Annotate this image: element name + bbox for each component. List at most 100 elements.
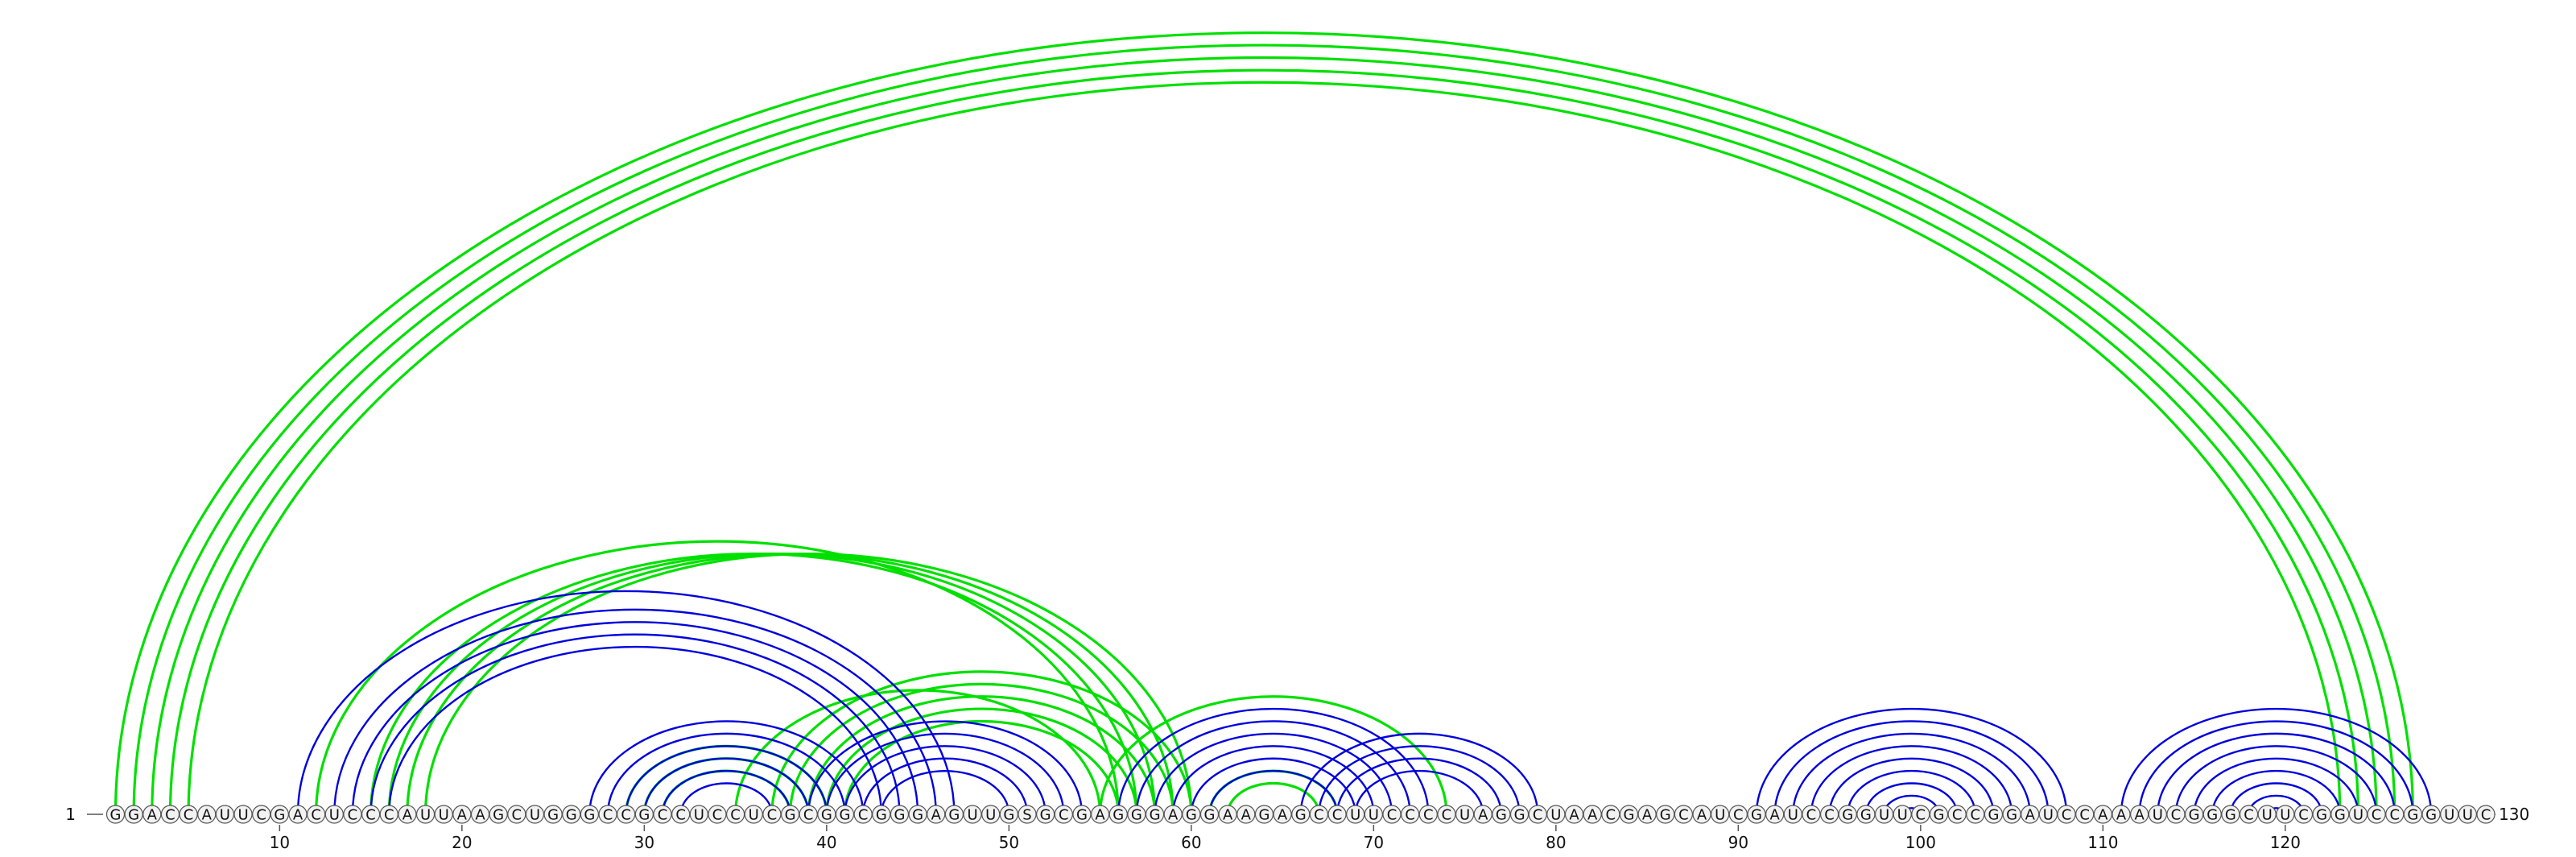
nucleotide-circle-19 [434, 805, 453, 824]
nucleotide-circle-65 [1273, 805, 1292, 824]
nucleotide-circle-111 [2112, 805, 2131, 824]
blue-arc-117-122 [2229, 782, 2323, 815]
nucleotide-letter-60: G [1186, 807, 1197, 824]
nucleotide-letter-109: C [2079, 807, 2090, 824]
nucleotide-circle-31 [653, 805, 672, 824]
nucleotide-letter-50: G [1003, 807, 1014, 824]
blue-arc-58-71 [1154, 732, 1393, 815]
nucleotide-letter-72: C [1405, 807, 1415, 824]
nucleotide-letter-64: G [1258, 807, 1269, 824]
nucleotide-circle-90 [1728, 805, 1748, 824]
nucleotide-letter-127: G [2407, 807, 2418, 824]
nucleotide-circle-77 [1492, 805, 1511, 824]
nucleotide-circle-107 [2038, 805, 2058, 824]
nucleotide-circle-120 [2276, 805, 2295, 824]
nucleotide-letter-27: G [584, 807, 595, 824]
nucleotide-letter-47: G [948, 807, 960, 824]
nucleotide-letter-4: C [165, 807, 175, 824]
nucleotide-circle-7 [215, 805, 234, 824]
nucleotide-letter-103: C [1971, 807, 1981, 824]
green-arc-1-127 [114, 31, 2414, 815]
nucleotide-circle-10 [270, 805, 289, 824]
green-arc-62-67 [1226, 781, 1320, 815]
nucleotide-letter-97: G [1860, 807, 1872, 824]
nucleotide-circle-71 [1382, 805, 1402, 824]
nucleotide-letter-33: U [694, 807, 704, 824]
nucleotide-circle-113 [2148, 805, 2167, 824]
green-arc-16-58 [387, 553, 1157, 815]
nucleotide-circle-5 [179, 805, 198, 824]
nucleotide-letter-34: C [712, 807, 723, 824]
nucleotide-letter-14: C [348, 807, 358, 824]
nucleotide-letter-13: U [329, 807, 340, 824]
nucleotide-letter-99: U [1897, 807, 1908, 824]
nucleotide-circle-54 [1072, 805, 1092, 824]
nucleotide-circle-57 [1127, 805, 1146, 824]
end-label: 130 [2499, 805, 2529, 824]
blue-arc-41-52 [844, 745, 1046, 815]
nucleotide-letter-54: G [1076, 807, 1088, 824]
nucleotide-letter-114: C [2171, 807, 2182, 824]
blue-arc-57-72 [1135, 720, 1411, 815]
nucleotide-letter-106: A [2025, 807, 2036, 824]
nucleotide-letter-44: G [894, 807, 905, 824]
nucleotide-letter-101: G [1934, 807, 1945, 824]
nucleotide-circle-106 [2021, 805, 2040, 824]
blue-arc-27-42 [588, 720, 865, 815]
nucleotide-circle-125 [2367, 805, 2386, 824]
nucleotide-circle-83 [1601, 805, 1620, 824]
nucleotide-circle-92 [1765, 805, 1785, 824]
blue-arc-56-73 [1117, 707, 1430, 815]
blue-arc-28-41 [606, 732, 846, 815]
nucleotide-letter-75: U [1459, 807, 1470, 824]
green-arc-38-59 [788, 682, 1174, 815]
blue-arc-16-43 [388, 645, 882, 815]
nucleotide-circle-82 [1583, 805, 1602, 824]
nucleotide-circle-51 [1018, 805, 1037, 824]
nucleotide-letter-21: A [475, 807, 485, 824]
nucleotide-circle-48 [963, 805, 982, 824]
nucleotide-letter-123: G [2334, 807, 2346, 824]
nucleotide-letter-100: C [1916, 807, 1926, 824]
nucleotide-letter-129: U [2444, 807, 2454, 824]
nucleotide-circle-30 [634, 805, 654, 824]
nucleotide-letter-112: A [2134, 807, 2145, 824]
nucleotide-letter-39: C [803, 807, 814, 824]
nucleotide-circle-73 [1418, 805, 1438, 824]
nucleotide-letter-38: G [785, 807, 796, 824]
nucleotide-circle-56 [1108, 805, 1128, 824]
nucleotide-circle-74 [1437, 805, 1456, 824]
nucleotide-letter-29: C [621, 807, 631, 824]
nucleotide-circle-89 [1711, 805, 1730, 824]
nucleotide-circle-33 [689, 805, 708, 824]
nucleotide-circle-1 [105, 805, 126, 824]
nucleotide-letter-52: G [1040, 807, 1051, 824]
nucleotide-letter-88: A [1697, 807, 1707, 824]
nucleotide-letter-11: A [293, 807, 303, 824]
nucleotide-circle-115 [2185, 805, 2204, 824]
nucleotide-circle-34 [708, 805, 727, 824]
nucleotide-letter-62: A [1223, 807, 1233, 824]
nucleotide-letter-87: C [1678, 807, 1689, 824]
nucleotide-circle-58 [1145, 805, 1165, 824]
blue-arc-66-79 [1299, 732, 1539, 815]
nucleotide-letter-104: G [1988, 807, 1999, 824]
blue-arc-91-108 [1755, 707, 2068, 815]
tick-label-100: 100 [1905, 833, 1936, 852]
nucleotide-circle-52 [1036, 805, 1055, 824]
nucleotide-circle-47 [944, 805, 964, 824]
nucleotide-circle-78 [1509, 805, 1530, 824]
nucleotide-circle-40 [817, 805, 836, 824]
nucleotide-circle-42 [853, 805, 873, 824]
blue-arc-69-76 [1354, 769, 1484, 815]
nucleotide-letter-70: U [1368, 807, 1379, 824]
blue-arc-97-102 [1864, 782, 1959, 815]
nucleotide-circle-110 [2093, 805, 2112, 824]
nucleotide-circle-32 [671, 805, 691, 824]
nucleotide-circle-118 [2239, 805, 2259, 824]
nucleotide-letter-18: U [420, 807, 431, 824]
nucleotide-circle-60 [1182, 805, 1201, 824]
nucleotide-letter-119: U [2262, 807, 2273, 824]
blue-arc-40-53 [825, 732, 1065, 815]
